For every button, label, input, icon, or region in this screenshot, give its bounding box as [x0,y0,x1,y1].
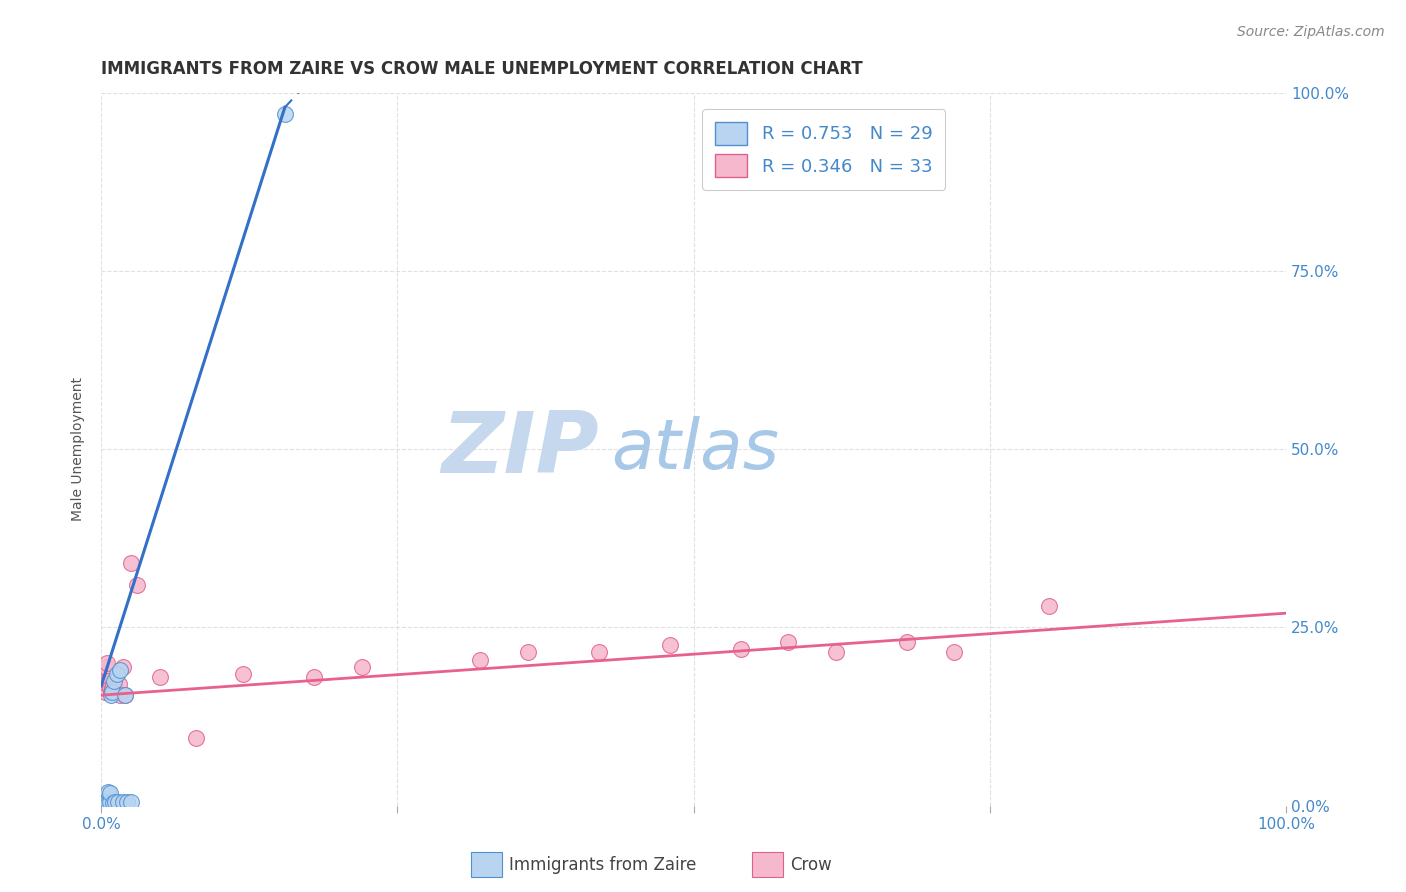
Point [114,688,136,702]
Point [108,663,131,677]
Point [114,688,136,702]
Point [232,666,254,681]
Point [588,645,610,659]
Point [104,681,127,695]
Point [304,670,326,684]
Point [94,795,117,809]
Point [94,684,117,698]
Point [96,796,118,810]
Point [117,795,139,809]
Text: IMMIGRANTS FROM ZAIRE VS CROW MALE UNEMPLOYMENT CORRELATION CHART: IMMIGRANTS FROM ZAIRE VS CROW MALE UNEMP… [101,60,863,78]
Text: Immigrants from Zaire: Immigrants from Zaire [509,856,696,874]
Point [943,645,966,659]
Point [274,107,297,121]
Point [94,795,117,809]
Point [96,795,118,809]
Point [350,659,373,673]
Point [896,634,918,648]
Point [103,673,125,688]
Point [97,785,120,799]
Point [108,688,131,702]
Point [94,659,117,673]
Point [120,795,142,809]
Point [94,797,117,812]
Point [97,796,120,810]
Point [101,681,124,695]
Point [94,797,117,811]
Point [94,796,117,810]
Point [111,795,134,809]
Point [94,794,117,808]
Point [97,673,120,688]
Point [94,795,117,809]
Point [94,666,117,681]
Text: Source: ZipAtlas.com: Source: ZipAtlas.com [1237,25,1385,39]
Point [100,684,122,698]
Point [101,677,124,691]
Point [824,645,846,659]
Point [730,641,752,656]
Legend: R = 0.753   N = 29, R = 0.346   N = 33: R = 0.753 N = 29, R = 0.346 N = 33 [702,109,945,190]
Point [108,677,131,691]
Point [98,795,121,809]
Point [101,797,124,811]
Y-axis label: Male Unemployment: Male Unemployment [72,377,86,521]
Point [125,577,148,591]
Point [96,656,118,670]
Point [94,797,117,811]
Point [120,557,142,571]
Point [94,796,117,810]
Point [184,731,207,745]
Point [778,634,800,648]
Point [94,673,117,688]
Point [1038,599,1060,613]
Point [98,681,121,695]
Text: ZIP: ZIP [441,408,599,491]
Point [100,688,122,702]
Point [658,638,681,652]
Point [98,786,121,800]
Point [96,677,118,691]
Point [105,666,128,681]
Point [96,794,118,808]
Point [149,670,172,684]
Point [470,652,492,666]
Text: Crow: Crow [790,856,832,874]
Point [516,645,538,659]
Point [111,659,134,673]
Point [104,795,127,809]
Point [107,795,129,809]
Text: atlas: atlas [610,416,779,483]
Point [101,684,124,698]
